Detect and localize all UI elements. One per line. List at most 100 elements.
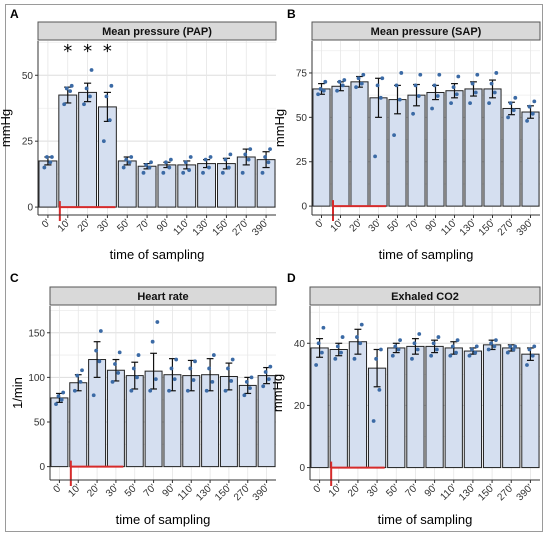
data-point bbox=[244, 379, 249, 384]
bar bbox=[329, 349, 348, 469]
data-point bbox=[416, 94, 421, 98]
data-point bbox=[101, 139, 106, 144]
panel-letter: A bbox=[10, 7, 19, 21]
y-tick-label: 0 bbox=[39, 462, 45, 473]
data-point bbox=[242, 393, 247, 398]
plot-background bbox=[312, 41, 540, 215]
x-tick-label: 270' bbox=[495, 482, 516, 503]
data-point bbox=[69, 83, 74, 88]
data-point bbox=[188, 155, 193, 159]
bar bbox=[502, 347, 521, 469]
data-point bbox=[355, 335, 359, 339]
x-tick-label: 390' bbox=[251, 482, 272, 503]
x-tick-label: 30' bbox=[367, 217, 384, 234]
x-tick-label: 10' bbox=[66, 482, 83, 499]
x-tick-label: 390' bbox=[250, 217, 271, 238]
bar bbox=[331, 85, 350, 207]
data-point bbox=[394, 83, 399, 88]
data-point bbox=[121, 165, 126, 170]
data-point bbox=[374, 356, 379, 361]
x-axis-title: time of sampling bbox=[110, 247, 205, 262]
bar bbox=[348, 341, 368, 469]
y-axis-title: mmHg bbox=[272, 109, 287, 147]
data-point bbox=[437, 72, 442, 77]
data-point bbox=[380, 76, 385, 81]
data-point bbox=[203, 157, 208, 162]
data-point bbox=[129, 155, 134, 159]
data-point bbox=[148, 388, 153, 393]
data-point bbox=[412, 341, 417, 346]
data-point bbox=[417, 332, 422, 336]
y-tick-label: 40 bbox=[294, 339, 306, 350]
panel-b: B Mean pressure (SAP) 0 25 50 75 0' 10' 20' 30' 50… bbox=[272, 7, 541, 262]
data-point bbox=[150, 339, 155, 344]
data-point bbox=[525, 363, 529, 367]
data-point bbox=[430, 106, 434, 111]
data-point bbox=[475, 72, 480, 77]
x-tick-label: 110' bbox=[176, 482, 196, 502]
x-tick-label: 20' bbox=[346, 482, 363, 499]
data-point bbox=[436, 335, 441, 339]
data-point bbox=[530, 111, 535, 116]
data-point bbox=[172, 377, 177, 382]
data-point bbox=[116, 371, 121, 375]
x-axis-title: time of sampling bbox=[378, 512, 473, 527]
x-tick-label: 50' bbox=[123, 482, 140, 499]
data-point bbox=[88, 94, 92, 99]
data-point bbox=[243, 152, 248, 157]
x-tick-label: 90' bbox=[155, 217, 172, 234]
data-point bbox=[358, 341, 363, 346]
bar bbox=[310, 347, 329, 469]
data-point bbox=[455, 338, 460, 343]
data-point bbox=[390, 353, 395, 358]
x-tick-label: 90' bbox=[424, 217, 441, 234]
x-tick-label: 390' bbox=[515, 217, 536, 238]
significance-star: * bbox=[63, 41, 72, 62]
data-point bbox=[321, 325, 326, 330]
data-point bbox=[486, 347, 491, 352]
bar bbox=[407, 94, 426, 207]
x-tick-label: 270' bbox=[230, 217, 251, 238]
bar bbox=[521, 353, 540, 469]
data-point bbox=[268, 364, 273, 369]
x-tick-label: 30' bbox=[104, 482, 121, 499]
data-point bbox=[492, 90, 497, 95]
bar bbox=[38, 160, 58, 208]
data-point bbox=[473, 350, 478, 355]
data-point bbox=[80, 368, 84, 373]
data-point bbox=[167, 388, 171, 393]
bar bbox=[444, 347, 463, 469]
data-point bbox=[107, 118, 112, 122]
data-point bbox=[494, 71, 499, 75]
bar bbox=[483, 88, 502, 207]
data-point bbox=[473, 90, 478, 95]
data-point bbox=[226, 366, 230, 371]
data-point bbox=[104, 94, 109, 99]
data-point bbox=[183, 160, 188, 165]
bar bbox=[69, 382, 88, 468]
bar bbox=[521, 111, 540, 207]
data-point bbox=[398, 338, 402, 343]
data-point bbox=[467, 353, 472, 358]
data-point bbox=[266, 377, 271, 382]
data-point bbox=[246, 157, 251, 162]
x-tick-label: 50' bbox=[115, 217, 132, 234]
data-point bbox=[371, 419, 376, 423]
data-point bbox=[379, 347, 383, 352]
bar bbox=[464, 88, 483, 207]
panel-a: A Mean pressure (PAP) * * * 0 25 50 0' 10' 20' 30' 5… bbox=[0, 7, 277, 262]
data-point bbox=[191, 378, 196, 382]
data-point bbox=[84, 86, 89, 91]
data-point bbox=[454, 350, 458, 355]
data-point bbox=[82, 102, 86, 107]
x-tick-label: 110' bbox=[171, 217, 191, 237]
data-point bbox=[117, 350, 122, 355]
data-point bbox=[399, 71, 404, 75]
data-point bbox=[373, 154, 377, 159]
panel-letter: C bbox=[10, 271, 19, 285]
plot-background bbox=[50, 306, 276, 480]
y-axis-title: mmHg bbox=[0, 109, 13, 147]
bar bbox=[350, 81, 369, 207]
data-point bbox=[164, 160, 168, 165]
data-point bbox=[378, 95, 383, 100]
